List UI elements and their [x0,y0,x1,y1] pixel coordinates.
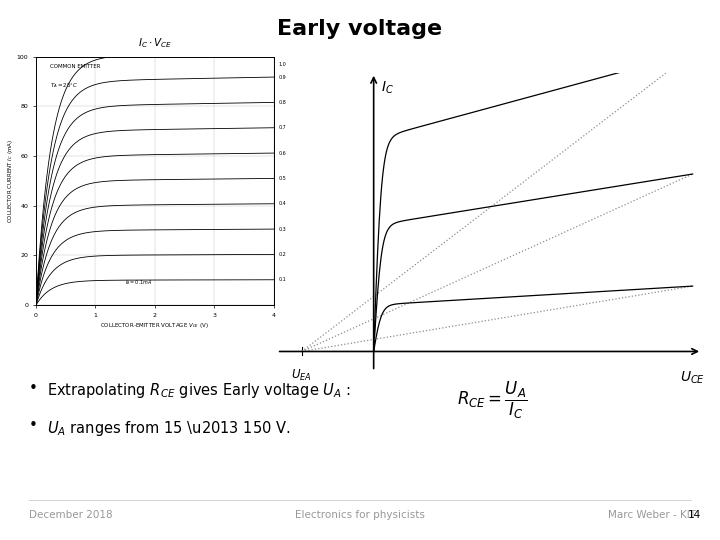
Text: 0.3: 0.3 [279,227,286,232]
Text: Electronics for physicists: Electronics for physicists [295,510,425,521]
Text: $U_A$ ranges from 15 \u2013 150 V.: $U_A$ ranges from 15 \u2013 150 V. [47,418,290,437]
Text: 0.8: 0.8 [279,100,286,105]
Text: $I_C$: $I_C$ [382,79,395,96]
Text: $I_B=0.1mA$: $I_B=0.1mA$ [125,278,153,287]
Text: $U_{CE}$: $U_{CE}$ [680,370,705,387]
Text: 1.0: 1.0 [279,62,286,66]
Text: 14: 14 [688,510,701,521]
Text: $I_C \cdot V_{CE}$: $I_C \cdot V_{CE}$ [138,36,172,50]
Text: Early voltage: Early voltage [277,19,443,39]
Text: 0.7: 0.7 [279,125,286,130]
Text: $U_{EA}$: $U_{EA}$ [292,368,312,383]
X-axis label: COLLECTOR-EMITTER VOLTAGE $V_{CE}$ (V): COLLECTOR-EMITTER VOLTAGE $V_{CE}$ (V) [100,321,210,329]
Text: 0.5: 0.5 [279,176,286,181]
Text: 0.6: 0.6 [279,151,286,156]
Text: Extrapolating $R_{CE}$ gives Early voltage $U_A$ :: Extrapolating $R_{CE}$ gives Early volta… [47,381,351,400]
Y-axis label: COLLECTOR CURRENT $I_C$ (mA): COLLECTOR CURRENT $I_C$ (mA) [6,139,15,223]
Text: $T_A=25°C$: $T_A=25°C$ [50,82,78,90]
Text: $R_{CE} = \dfrac{U_A}{I_C}$: $R_{CE} = \dfrac{U_A}{I_C}$ [457,380,528,421]
Text: •: • [29,381,37,396]
Text: December 2018: December 2018 [29,510,112,521]
Text: •: • [29,418,37,434]
Text: Marc Weber - KIT: Marc Weber - KIT [608,510,696,521]
Text: 0.1: 0.1 [279,277,286,282]
Text: COMMON EMITTER: COMMON EMITTER [50,64,101,69]
Text: 0.9: 0.9 [279,75,286,79]
Text: 0.2: 0.2 [279,252,286,257]
Text: 0.4: 0.4 [279,201,286,206]
